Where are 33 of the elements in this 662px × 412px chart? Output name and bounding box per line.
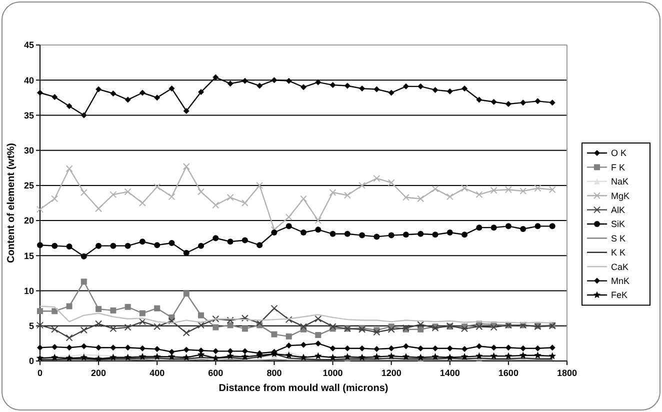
y-tick-label: 25 <box>24 180 34 191</box>
x-tick-label: 600 <box>208 368 224 378</box>
y-tick-label: 5 <box>28 321 34 332</box>
y-tick-label: 0 <box>28 356 34 366</box>
legend-label: MnK <box>611 276 630 286</box>
y-tick-label: 30 <box>24 145 34 156</box>
legend-label: F K <box>611 162 626 172</box>
x-tick-label: 200 <box>91 368 106 378</box>
legend-label: AlK <box>611 204 626 215</box>
legend-label: S K <box>611 233 626 244</box>
x-tick-label: 800 <box>266 368 282 378</box>
legend-label: SiK <box>611 219 626 230</box>
x-tick-label: 1000 <box>322 368 343 378</box>
legend-label: MgK <box>611 190 630 201</box>
x-tick-label: 1200 <box>381 368 402 378</box>
x-tick-label: 1800 <box>556 368 578 378</box>
y-tick-label: 20 <box>24 216 34 226</box>
y-tick-label: 15 <box>24 250 34 261</box>
x-tick-label: 0 <box>37 368 43 378</box>
x-tick-label: 400 <box>150 368 165 378</box>
y-axis-title: Content of element (wt%) <box>6 143 17 263</box>
x-tick-label: 1400 <box>440 368 460 378</box>
y-tick-label: 35 <box>24 110 34 120</box>
y-tick-label: 40 <box>24 75 34 86</box>
x-axis-title: Distance from mould wall (microns) <box>218 383 388 394</box>
legend-label: CaK <box>611 262 629 272</box>
x-tick-label: 1600 <box>498 368 518 378</box>
legend-label: NaK <box>611 176 629 187</box>
y-tick-label: 10 <box>24 286 34 296</box>
legend-label: K K <box>611 248 626 258</box>
legend-label: O K <box>611 148 627 158</box>
legend-label: FeK <box>611 290 628 300</box>
y-tick-label: 45 <box>24 40 34 50</box>
